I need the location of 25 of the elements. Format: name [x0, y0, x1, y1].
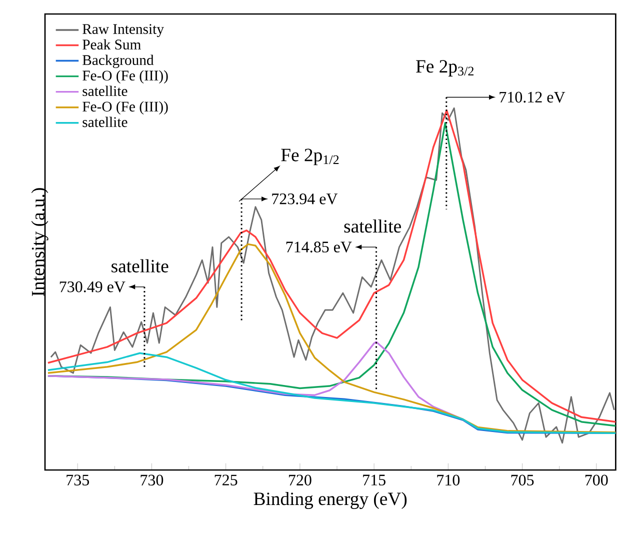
x-axis-title: Binding energy (eV) — [254, 492, 407, 509]
legend-label: Fe-O (Fe (III)) — [82, 101, 168, 115]
ref-line-label: 714.85 eV — [286, 242, 352, 253]
x-tick-label: 705 — [511, 474, 534, 486]
annotation: satellite — [344, 219, 401, 233]
legend-label: Background — [82, 54, 154, 68]
x-tick-label: 725 — [214, 474, 238, 486]
y-axis-title: Intensity (a.u.) — [31, 188, 48, 296]
legend-label: Fe-O (Fe (III)) — [82, 70, 168, 84]
x-tick-label: 715 — [363, 474, 386, 486]
x-tick-label: 710 — [437, 474, 460, 486]
ref-line-label: 723.94 eV — [272, 194, 338, 204]
text: Fe 2p$_{3/2}$ — [416, 60, 474, 76]
legend-label: satellite — [82, 116, 128, 128]
ref-line-label: 710.12 eV — [500, 92, 566, 103]
legend-label: satellite — [82, 86, 128, 96]
x-tick-label: 720 — [288, 474, 312, 486]
annotation: Fe 2p$_{1/2}$ — [281, 148, 339, 166]
legend-label: Peak Sum — [82, 39, 141, 50]
legend-label: Raw Intensity — [82, 24, 164, 38]
annotation: satellite — [112, 259, 168, 272]
ref-line-label: 730.49 eV — [60, 281, 126, 292]
x-tick-label: 735 — [66, 474, 89, 486]
x-tick-label: 700 — [585, 474, 608, 486]
x-tick-label: 730 — [140, 474, 164, 486]
